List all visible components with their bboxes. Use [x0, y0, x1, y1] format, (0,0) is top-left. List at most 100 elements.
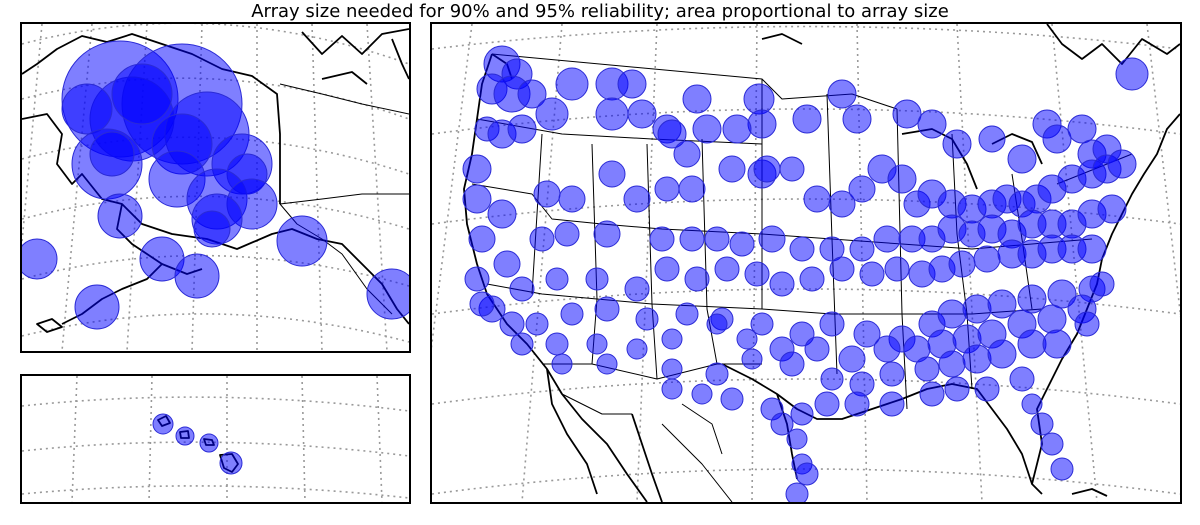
conus-site-marker	[1047, 279, 1077, 309]
conus-site-marker	[654, 256, 680, 282]
conus-site-marker	[464, 266, 490, 292]
conus-site-marker	[769, 271, 795, 297]
conus-site-marker	[744, 261, 770, 287]
conus-site-marker	[1007, 144, 1037, 174]
conus-site-marker	[598, 160, 626, 188]
conus-site-marker	[820, 367, 844, 391]
conus-site-marker	[623, 185, 651, 213]
conus-site-marker	[758, 225, 786, 253]
conus-site-marker	[873, 225, 901, 253]
conus-site-marker	[827, 79, 857, 109]
conus-site-marker	[942, 129, 972, 159]
conus-site-marker	[978, 125, 1006, 153]
conus-site-marker	[892, 99, 922, 129]
conus-site-marker	[937, 299, 967, 329]
conus-map-svg	[432, 24, 1180, 502]
conus-site-marker	[828, 190, 856, 218]
conus-site-marker	[469, 291, 495, 317]
conus-site-marker	[1074, 311, 1100, 337]
conus-site-marker	[779, 156, 805, 182]
conus-site-marker	[829, 256, 855, 282]
conus-site-marker	[785, 482, 809, 502]
conus-site-marker	[487, 199, 517, 229]
conus-site-marker	[661, 328, 683, 350]
conus-site-marker	[692, 114, 722, 144]
conus-site-marker	[585, 267, 609, 291]
alaska-site-marker	[111, 63, 173, 125]
conus-site-marker	[679, 226, 705, 252]
conus-site-marker	[962, 344, 992, 374]
conus-site-marker	[1089, 271, 1115, 297]
conus-site-marker	[770, 412, 794, 436]
hawaii-map-svg	[22, 376, 409, 502]
hawaii-site-marker	[152, 413, 174, 435]
conus-site-marker	[529, 226, 555, 252]
conus-site-marker	[661, 378, 683, 400]
conus-site-marker	[729, 231, 755, 257]
conus-site-marker	[804, 336, 830, 362]
conus-site-marker	[661, 358, 683, 380]
hawaii-inset-map	[20, 374, 411, 504]
conus-site-marker	[462, 154, 492, 184]
conus-site-marker	[789, 321, 815, 347]
conus-site-marker	[545, 332, 569, 356]
conus-site-marker	[594, 296, 620, 322]
conus-site-marker	[627, 99, 657, 129]
conus-site-marker	[691, 383, 713, 405]
conus-site-marker	[938, 350, 966, 378]
conus-site-marker	[510, 332, 534, 356]
alaska-site-marker	[61, 83, 113, 135]
hawaii-site-marker	[199, 433, 219, 453]
conus-site-marker	[887, 164, 917, 194]
conus-site-marker	[593, 220, 621, 248]
conus-site-marker	[462, 184, 492, 214]
conus-site-marker	[844, 391, 870, 417]
conus-site-marker	[750, 312, 774, 336]
conus-site-marker	[1030, 412, 1054, 436]
conus-site-marker	[1077, 234, 1107, 264]
conus-sites	[462, 45, 1149, 502]
conus-site-marker	[790, 402, 814, 426]
conus-site-marker	[789, 236, 815, 262]
conus-site-marker	[555, 67, 589, 101]
conus-site-marker	[743, 83, 775, 115]
conus-site-marker	[842, 104, 872, 134]
conus-site-marker	[673, 140, 701, 168]
conus-site-marker	[624, 276, 650, 302]
conus-site-marker	[545, 267, 569, 291]
conus-site-marker	[1050, 457, 1074, 481]
conus-site-marker	[517, 79, 547, 109]
conus-site-marker	[848, 175, 876, 203]
alaska-site-marker	[174, 253, 220, 299]
conus-site-marker	[682, 84, 712, 114]
conus-site-marker	[535, 97, 569, 131]
hawaii-sites	[152, 413, 243, 475]
conus-site-marker	[722, 114, 752, 144]
conus-site-marker	[799, 266, 825, 292]
conus-site-marker	[649, 226, 675, 252]
conus-site-marker	[1021, 393, 1043, 415]
conus-site-marker	[879, 391, 905, 417]
conus-site-marker	[919, 381, 945, 407]
alaska-site-marker	[22, 238, 58, 280]
conus-site-marker	[554, 221, 580, 247]
conus-site-marker	[617, 69, 647, 99]
conus-site-marker	[792, 104, 822, 134]
conus-site-marker	[525, 312, 549, 336]
conus-site-marker	[657, 119, 687, 149]
conus-site-marker	[987, 339, 1017, 369]
conus-site-marker	[704, 226, 730, 252]
conus-site-marker	[507, 114, 537, 144]
alaska-site-marker	[193, 210, 231, 248]
conus-site-marker	[718, 155, 746, 183]
conus-site-marker	[720, 387, 744, 411]
conus-site-marker	[635, 307, 659, 331]
conus-site-marker	[595, 97, 629, 131]
conus-site-marker	[914, 356, 940, 382]
conus-site-marker	[948, 250, 976, 278]
conus-site-marker	[819, 236, 845, 262]
conus-site-marker	[596, 353, 618, 375]
conus-site-marker	[551, 353, 573, 375]
conus-site-marker	[962, 294, 992, 324]
conus-site-marker	[873, 335, 901, 363]
